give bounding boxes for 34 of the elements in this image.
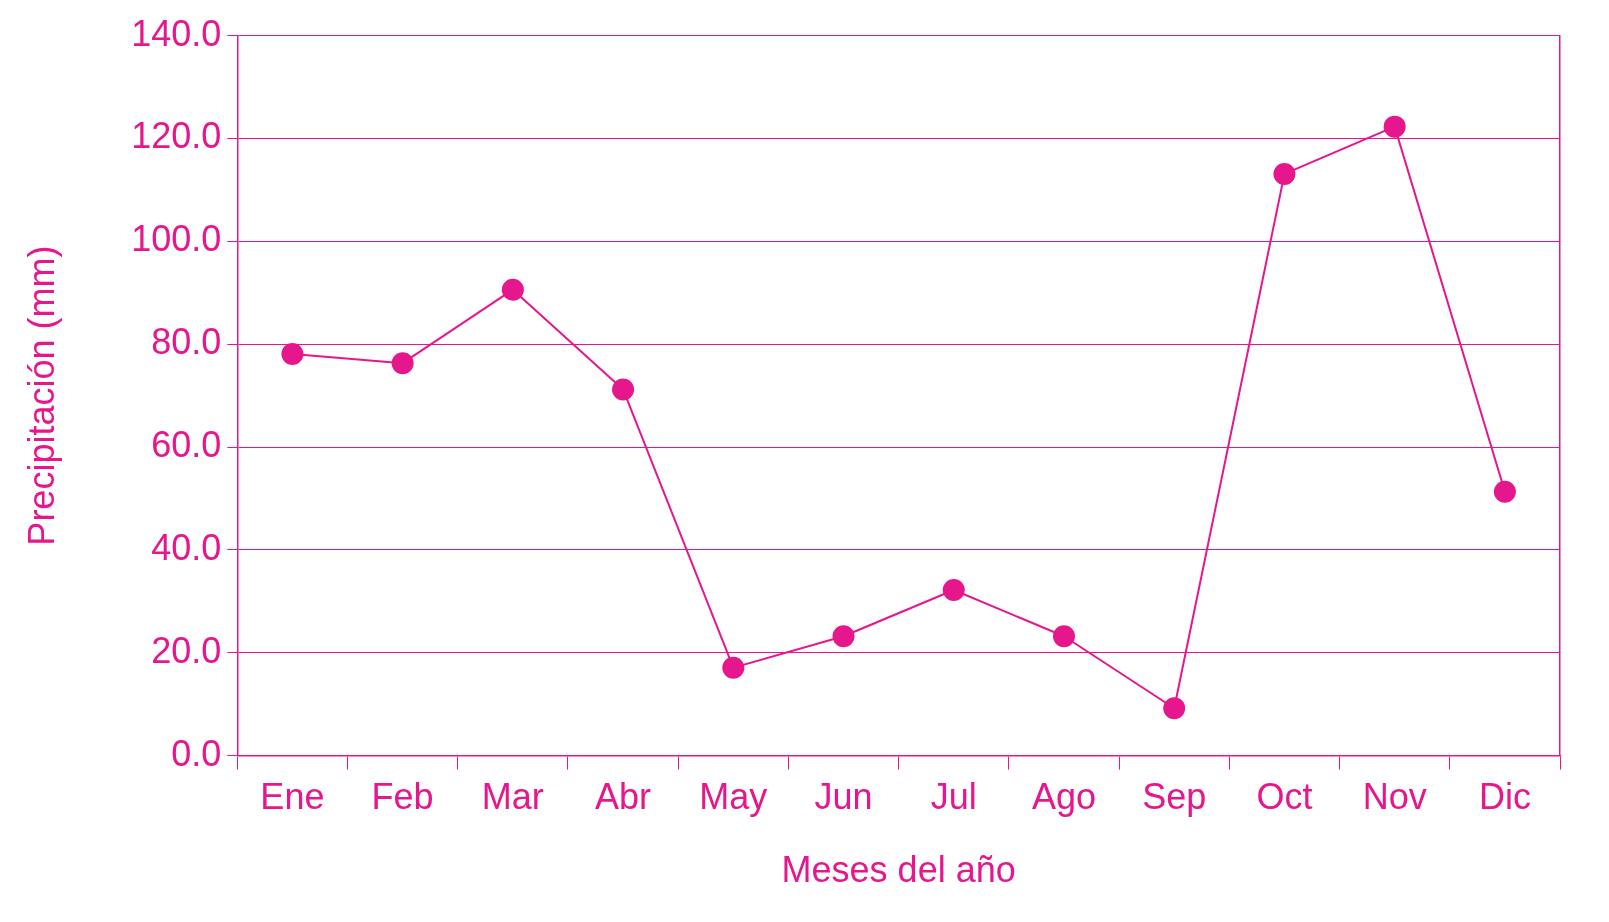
point — [1493, 480, 1516, 503]
x-tick-label: Sep — [1142, 776, 1207, 818]
x-axis-title: Meses del año — [781, 849, 1016, 891]
y-tick-label: 20.0 — [151, 629, 222, 671]
point — [832, 625, 855, 648]
point — [612, 378, 635, 401]
point — [1052, 625, 1075, 648]
x-tick-label: Feb — [371, 776, 434, 818]
point — [391, 352, 414, 375]
y-axis-title: Precipitación (mm) — [20, 245, 62, 546]
x-tick-label: Dic — [1478, 776, 1531, 818]
y-tick-label: 40.0 — [151, 526, 222, 568]
point — [942, 579, 965, 601]
x-tick-label: Oct — [1256, 776, 1313, 818]
x-tick-label: Mar — [481, 776, 544, 818]
x-tick-label: Ago — [1031, 776, 1097, 818]
point — [281, 342, 304, 365]
x-tick-label: Ene — [260, 776, 325, 818]
y-tick-label: 140.0 — [131, 12, 222, 54]
point — [722, 656, 745, 679]
x-tick-label: Jul — [930, 776, 977, 818]
y-tick-label: 100.0 — [131, 218, 222, 260]
y-tick-label: 80.0 — [151, 321, 222, 363]
y-tick-label: 0.0 — [171, 732, 222, 774]
x-tick-label: Nov — [1362, 776, 1427, 818]
point — [1383, 115, 1406, 138]
y-tick-label: 120.0 — [131, 115, 222, 157]
point — [1273, 162, 1296, 185]
point — [501, 278, 524, 301]
y-tick-label: 60.0 — [151, 423, 222, 465]
x-tick-label: Jun — [814, 776, 873, 818]
point — [1163, 697, 1186, 720]
x-tick-label: May — [699, 776, 768, 818]
x-tick-label: Abr — [595, 776, 652, 818]
